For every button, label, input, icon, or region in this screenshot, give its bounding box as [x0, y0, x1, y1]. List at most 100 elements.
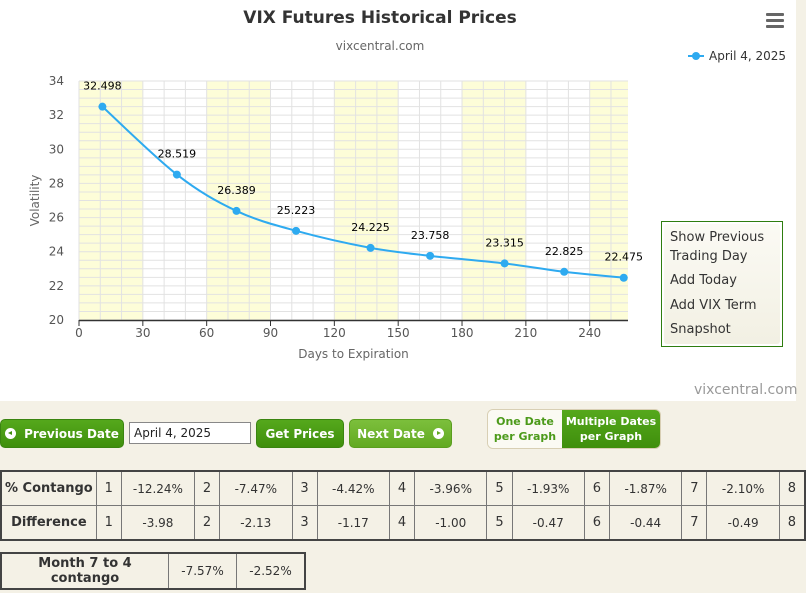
data-label: 26.389: [217, 184, 256, 197]
cell-value: -3.98: [120, 505, 196, 541]
y-tick-label: 26: [49, 211, 64, 225]
month-number: 3: [291, 470, 318, 506]
data-point[interactable]: [232, 206, 241, 215]
cell-value: -0.49: [706, 505, 780, 541]
previous-date-button[interactable]: Previous Date: [0, 419, 124, 448]
month-number: 4: [388, 505, 416, 541]
x-tick-label: 90: [263, 326, 278, 340]
month-number: 5: [486, 470, 513, 506]
add-today-option[interactable]: Add Today: [670, 273, 737, 288]
cell-value: -12.24%: [120, 470, 196, 506]
chart-plot: 0 30 60 90 120 150 180 210 240 20 22 24 26 28 30 32 34 Da…: [28, 74, 643, 361]
chart-title: VIX Futures Historical Prices: [243, 8, 517, 28]
cell-value: -1.87%: [608, 470, 683, 506]
cell-value: -2.13: [219, 505, 293, 541]
data-label: 32.498: [83, 80, 122, 93]
contango-value: -2.52%: [236, 552, 306, 590]
x-tick-label: 210: [514, 326, 537, 340]
cell-value: -0.44: [608, 505, 683, 541]
data-point[interactable]: [98, 102, 107, 111]
month-number: 5: [486, 505, 513, 541]
chart-panel: 0 30 60 90 120 150 180 210 240 20 22 24 26 28 30 32 34 Da…: [0, 0, 798, 401]
x-tick-label: 60: [199, 326, 214, 340]
month-number: 6: [583, 470, 610, 506]
chevron-left-circle-icon: [5, 428, 17, 439]
data-point[interactable]: [560, 267, 569, 276]
legend-marker-icon: [688, 52, 704, 60]
month-number: 7: [681, 505, 708, 541]
cell-value: -1.93%: [511, 470, 585, 506]
month-7-to-4-contango-table: Month 7 to 4 contango -7.57% -2.52%: [0, 552, 306, 590]
contango-value: -7.57%: [168, 552, 237, 590]
cell-value: -3.96%: [414, 470, 488, 506]
show-previous-trading-day-option[interactable]: Show Previous Trading Day: [670, 230, 765, 264]
row-label: Month 7 to 4 contango: [0, 552, 169, 590]
month-number: 2: [194, 505, 221, 541]
data-point[interactable]: [426, 251, 435, 260]
x-tick-label: 120: [323, 326, 346, 340]
x-tick-label: 150: [387, 326, 410, 340]
legend-label: April 4, 2025: [709, 49, 787, 63]
month-number: 2: [194, 470, 221, 506]
data-point[interactable]: [366, 243, 375, 252]
x-tick-label: 180: [451, 326, 474, 340]
data-point[interactable]: [500, 259, 509, 268]
month-number: 8: [778, 505, 806, 541]
add-vix-term-option[interactable]: Add VIX Term: [670, 298, 757, 313]
chevron-right-circle-icon: [432, 428, 444, 439]
one-date-per-graph-option[interactable]: One Date per Graph: [488, 410, 562, 448]
data-label: 24.225: [351, 221, 390, 234]
y-tick-label: 30: [49, 142, 64, 156]
month-number: 3: [291, 505, 318, 541]
cell-value: -7.47%: [219, 470, 293, 506]
y-tick-label: 28: [49, 176, 64, 190]
data-point[interactable]: [292, 226, 301, 235]
table-row: Month 7 to 4 contango -7.57% -2.52%: [0, 552, 306, 590]
chart-options-menu: Show Previous Trading Day Add Today Add …: [661, 221, 783, 347]
month-number: 8: [778, 470, 806, 506]
hamburger-menu-icon[interactable]: [766, 13, 784, 29]
data-label: 23.315: [485, 236, 524, 249]
multiple-dates-per-graph-option[interactable]: Multiple Dates per Graph: [562, 410, 660, 448]
cell-value: -1.00: [414, 505, 488, 541]
contango-table: % Contango 1 -12.24% 2 -7.47% 3 -4.42% 4 -3.96% 5…: [0, 470, 806, 541]
chart-credit[interactable]: vixcentral.com: [694, 382, 798, 398]
chart-subtitle: vixcentral.com: [335, 39, 425, 53]
x-tick-label: 0: [75, 326, 83, 340]
data-point[interactable]: [619, 273, 628, 282]
y-tick-label: 34: [49, 74, 64, 88]
cell-value: -0.47: [511, 505, 585, 541]
cell-value: -4.42%: [316, 470, 390, 506]
y-tick-label: 24: [49, 245, 64, 259]
snapshot-option[interactable]: Snapshot: [670, 322, 731, 337]
data-label: 28.519: [158, 148, 197, 161]
get-prices-button[interactable]: Get Prices: [256, 419, 344, 448]
legend-item[interactable]: April 4, 2025: [688, 49, 786, 63]
x-tick-label: 240: [578, 326, 601, 340]
y-axis-title: Volatility: [28, 175, 42, 227]
next-date-button[interactable]: Next Date: [349, 419, 452, 448]
y-tick-label: 20: [49, 313, 64, 327]
x-axis-title: Days to Expiration: [298, 347, 409, 361]
x-tick-label: 30: [135, 326, 150, 340]
row-label: Difference: [0, 505, 97, 541]
data-label: 25.223: [277, 204, 316, 217]
month-number: 7: [681, 470, 708, 506]
month-number: 1: [95, 470, 122, 506]
row-label: % Contango: [0, 470, 97, 506]
table-row: Difference 1 -3.98 2 -2.13 3 -1.17 4 -1.00 5 -0.47…: [0, 505, 806, 541]
graph-mode-toggle: One Date per Graph Multiple Dates per Gr…: [487, 409, 661, 449]
cell-value: -1.17: [316, 505, 390, 541]
data-label: 22.825: [545, 245, 584, 258]
month-number: 6: [583, 505, 610, 541]
month-number: 1: [95, 505, 122, 541]
y-tick-label: 32: [49, 108, 64, 122]
data-label: 22.475: [604, 251, 643, 264]
cell-value: -2.10%: [706, 470, 780, 506]
y-tick-label: 22: [49, 279, 64, 293]
table-row: % Contango 1 -12.24% 2 -7.47% 3 -4.42% 4 -3.96% 5…: [0, 470, 806, 506]
date-input[interactable]: [129, 422, 251, 444]
month-number: 4: [388, 470, 416, 506]
data-point[interactable]: [172, 170, 181, 179]
data-label: 23.758: [411, 229, 450, 242]
